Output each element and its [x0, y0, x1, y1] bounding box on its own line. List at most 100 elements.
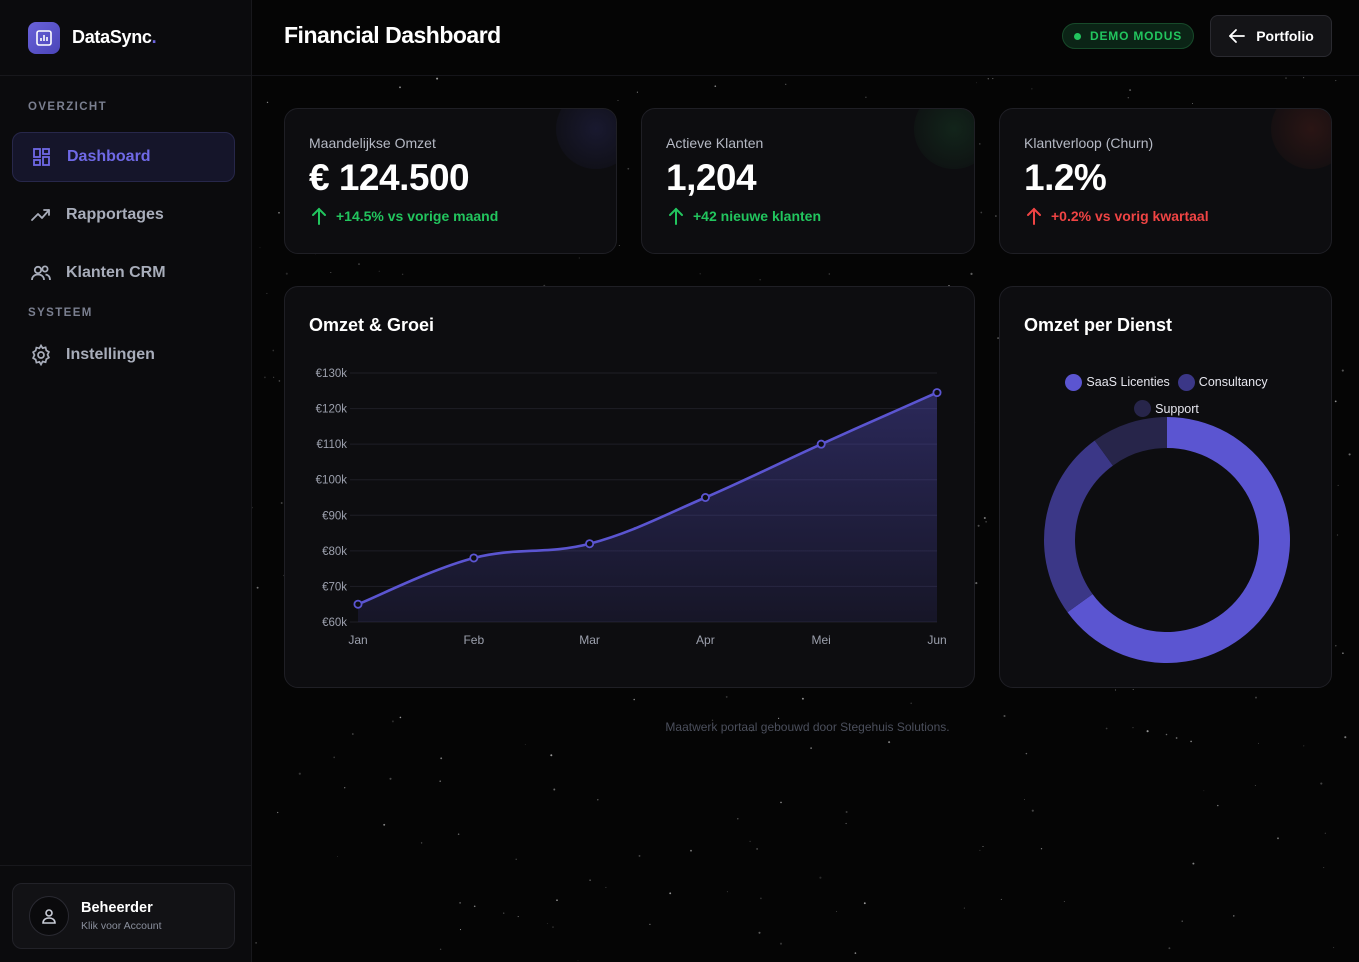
- star: [980, 211, 983, 214]
- star: [699, 273, 701, 275]
- star: [979, 849, 981, 851]
- star: [737, 818, 739, 820]
- star: [278, 380, 281, 382]
- star: [1335, 80, 1337, 82]
- legend-label: SaaS Licenties: [1086, 375, 1170, 389]
- donut-slice[interactable]: [1044, 440, 1113, 613]
- star: [785, 83, 787, 85]
- star: [749, 840, 751, 843]
- revenue-line-chart: €60k €70k €80k €90k €100k €110k €120k €130k Jan F…: [316, 368, 947, 647]
- service-revenue-card: Omzet per Dienst SaaS Licenties Consultan…: [999, 286, 1332, 688]
- star: [1258, 742, 1259, 744]
- data-point[interactable]: [700, 492, 710, 502]
- star: [985, 520, 987, 523]
- chart-legend: SaaS Licenties Consultancy Support: [1040, 371, 1293, 424]
- card-glow: [556, 109, 616, 169]
- x-tick-label: Feb: [463, 633, 484, 647]
- section-label-overzicht: OVERZICHT: [28, 101, 108, 113]
- account-button[interactable]: Beheerder Klik voor Account: [12, 883, 235, 949]
- data-point[interactable]: [353, 599, 363, 609]
- star: [524, 744, 526, 745]
- star: [638, 854, 641, 857]
- donut-slice[interactable]: [1094, 417, 1167, 466]
- star: [836, 911, 838, 913]
- star: [1168, 947, 1171, 950]
- star: [1129, 89, 1132, 92]
- kpi-value: € 124.500: [309, 157, 470, 198]
- y-tick-label: €90k: [322, 510, 347, 522]
- sidebar-item-klanten-crm[interactable]: Klanten CRM: [12, 248, 235, 298]
- legend-item[interactable]: Support: [1134, 398, 1199, 420]
- star: [1024, 799, 1025, 800]
- star: [1233, 915, 1235, 917]
- sidebar-item-rapportages[interactable]: Rapportages: [12, 190, 235, 240]
- gear-icon: [30, 344, 52, 366]
- arrow-left-icon: [1229, 29, 1246, 43]
- star: [266, 292, 268, 294]
- portfolio-button[interactable]: Portfolio: [1210, 15, 1332, 57]
- x-tick-label: Jan: [348, 633, 367, 647]
- star: [975, 82, 977, 84]
- data-point[interactable]: [816, 439, 826, 449]
- area-fill: [358, 392, 937, 622]
- footer-credit: Maatwerk portaal gebouwd door Stegehuis …: [665, 720, 950, 734]
- star: [399, 716, 402, 719]
- avatar: [29, 896, 69, 936]
- y-tick-label: €70k: [322, 581, 347, 593]
- data-point[interactable]: [469, 553, 479, 563]
- arrow-up-icon: [312, 207, 326, 225]
- kpi-change-text: +14.5% vs vorige maand: [336, 208, 499, 224]
- sidebar-item-dashboard[interactable]: Dashboard: [12, 132, 235, 182]
- data-point[interactable]: [932, 388, 942, 398]
- legend-item[interactable]: SaaS Licenties: [1065, 371, 1170, 393]
- star: [1031, 809, 1034, 812]
- star: [344, 787, 346, 789]
- star: [1277, 837, 1279, 840]
- card-glow: [1271, 109, 1331, 169]
- star: [1192, 103, 1194, 105]
- star: [1175, 737, 1178, 739]
- star: [459, 929, 462, 931]
- logo-icon: [28, 21, 60, 54]
- star: [1255, 696, 1257, 699]
- sidebar-item-instellingen[interactable]: Instellingen: [12, 330, 235, 380]
- series-line: [357, 391, 938, 606]
- data-point[interactable]: [585, 539, 595, 549]
- star: [358, 263, 360, 266]
- star: [259, 247, 261, 249]
- star: [669, 892, 672, 895]
- kpi-change-text: +0.2% vs vorig kwartaal: [1051, 208, 1209, 224]
- star: [597, 799, 599, 801]
- trending-up-icon: [30, 204, 52, 226]
- star: [383, 823, 386, 826]
- status-badge-label: DEMO MODUS: [1090, 29, 1182, 43]
- star: [577, 960, 579, 962]
- service-donut-chart: [1044, 417, 1290, 663]
- star: [910, 702, 913, 705]
- portfolio-button-label: Portfolio: [1256, 28, 1314, 44]
- y-tick-label: €130k: [316, 368, 348, 380]
- star: [1337, 484, 1339, 486]
- star: [1025, 752, 1028, 755]
- kpi-card-klanten: Actieve Klanten 1,204 +42 nieuwe klanten: [641, 108, 975, 254]
- star: [979, 143, 981, 145]
- sidebar: DataSync. OVERZICHT Dashboard Rapportage…: [0, 0, 252, 962]
- star: [255, 942, 257, 944]
- star: [252, 506, 253, 509]
- star: [266, 101, 269, 104]
- star: [617, 99, 619, 101]
- sidebar-item-label: Dashboard: [67, 148, 151, 165]
- star: [963, 907, 965, 909]
- kpi-change: +42 nieuwe klanten: [668, 207, 821, 225]
- star: [436, 77, 439, 80]
- star: [546, 923, 548, 924]
- star: [726, 891, 728, 893]
- star: [553, 788, 556, 791]
- star: [550, 754, 553, 757]
- sidebar-item-label: Klanten CRM: [66, 264, 166, 281]
- star: [1031, 88, 1033, 90]
- dashboard-icon: [31, 146, 53, 168]
- star: [264, 376, 266, 379]
- star: [760, 897, 762, 900]
- legend-item[interactable]: Consultancy: [1177, 371, 1268, 393]
